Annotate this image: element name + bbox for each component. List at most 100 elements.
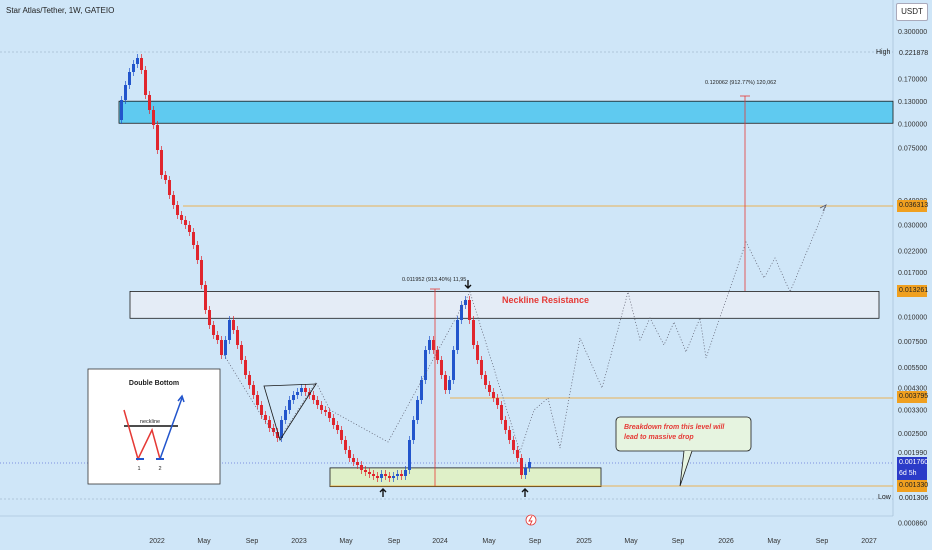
candle	[180, 215, 183, 220]
candle	[484, 375, 487, 385]
candle	[508, 430, 511, 440]
callout-pointer	[679, 450, 693, 487]
candle	[244, 360, 247, 375]
price-tag-036313: 0.036313	[897, 200, 928, 212]
x-tick-label: 2025	[576, 538, 592, 545]
price-tag-013261: 0.013261	[897, 285, 928, 297]
candle	[420, 380, 423, 400]
candle	[424, 350, 427, 380]
y-tick-label: 0.022000	[898, 248, 927, 255]
x-tick-label: Sep	[529, 538, 542, 545]
candle	[316, 400, 319, 405]
currency-button[interactable]: USDT	[896, 3, 928, 21]
y-tick-label: 0.010000	[898, 315, 927, 322]
candle	[152, 110, 155, 125]
measure-label-target: 0.120062 (912.77%) 120,062	[705, 80, 776, 86]
candle	[200, 260, 203, 285]
y-tick-label: 0.001990	[898, 450, 927, 457]
candle	[348, 450, 351, 458]
candle	[208, 310, 211, 325]
wedge-pattern	[263, 383, 317, 441]
x-tick-label: 2026	[718, 538, 734, 545]
y-tick-label: 0.005500	[898, 365, 927, 372]
candle	[404, 470, 407, 476]
candle	[456, 320, 459, 350]
x-tick-label: 2023	[291, 538, 307, 545]
low-label: Low	[878, 494, 891, 501]
candle	[260, 405, 263, 415]
x-tick-label: Sep	[672, 538, 685, 545]
candle	[164, 175, 167, 180]
candle	[196, 245, 199, 260]
target-zone	[118, 100, 894, 124]
candle	[212, 325, 215, 335]
candle	[236, 330, 239, 345]
candle	[292, 395, 295, 400]
inset-label-1: 1	[137, 466, 140, 472]
candle	[396, 474, 399, 476]
y-tick-label: 0.003300	[898, 408, 927, 415]
candle	[304, 388, 307, 392]
candle	[120, 100, 123, 120]
y-tick-label: 0.075000	[898, 145, 927, 152]
candle	[288, 400, 291, 410]
inset-neckline-label: neckline	[140, 419, 160, 425]
candle	[336, 425, 339, 430]
candle	[416, 400, 419, 420]
y-tick-label: 0.300000	[898, 29, 927, 36]
candle	[444, 375, 447, 390]
candle	[168, 180, 171, 195]
candle	[428, 340, 431, 350]
bottom-zone	[329, 467, 602, 488]
candle	[312, 395, 315, 400]
candle	[124, 85, 127, 100]
x-tick-label: 2027	[861, 538, 877, 545]
candle	[500, 405, 503, 420]
candle	[252, 385, 255, 395]
candle	[204, 285, 207, 310]
x-tick-label: Sep	[816, 538, 829, 545]
candle	[268, 420, 271, 428]
candle	[300, 388, 303, 392]
candle	[528, 462, 531, 468]
candle	[504, 420, 507, 430]
candle	[392, 476, 395, 478]
y-tick-label: 0.007500	[898, 339, 927, 346]
high-price-tag: 0.221878	[897, 48, 928, 60]
candle	[376, 476, 379, 478]
neckline-label: Neckline Resistance	[502, 295, 589, 305]
x-tick-label: May	[339, 538, 353, 545]
y-tick-label: 0.017000	[898, 270, 927, 277]
bottom1-arrow-icon	[379, 488, 387, 497]
candle	[156, 125, 159, 150]
y-tick-label: 0.000860	[898, 521, 927, 528]
breakdown-callout	[615, 416, 752, 452]
inset-title: Double Bottom	[129, 380, 179, 387]
candle	[192, 232, 195, 245]
candle	[128, 72, 131, 85]
candle	[320, 405, 323, 410]
candle	[272, 428, 275, 432]
candle	[432, 340, 435, 350]
candle	[468, 300, 471, 320]
inset-red-line	[123, 409, 161, 462]
x-tick-label: Sep	[246, 538, 259, 545]
candle	[480, 360, 483, 375]
candle	[408, 440, 411, 470]
candle	[132, 64, 135, 72]
candle	[140, 58, 143, 70]
breakdown-label-line1: Breakdown from this level will	[624, 424, 725, 431]
candle	[472, 320, 475, 345]
x-tick-label: May	[197, 538, 211, 545]
candle	[232, 320, 235, 330]
candle	[476, 345, 479, 360]
y-tick-label: 0.170000	[898, 77, 927, 84]
chart-title: Star Atlas/Tether, 1W, GATEIO	[6, 6, 115, 15]
candle	[184, 220, 187, 225]
breakdown-label-line2: lead to massive drop	[624, 434, 694, 441]
candle	[356, 462, 359, 465]
measure-label-neck: 0.011952 (913.40%) 11,95	[402, 277, 466, 283]
candle	[384, 474, 387, 476]
